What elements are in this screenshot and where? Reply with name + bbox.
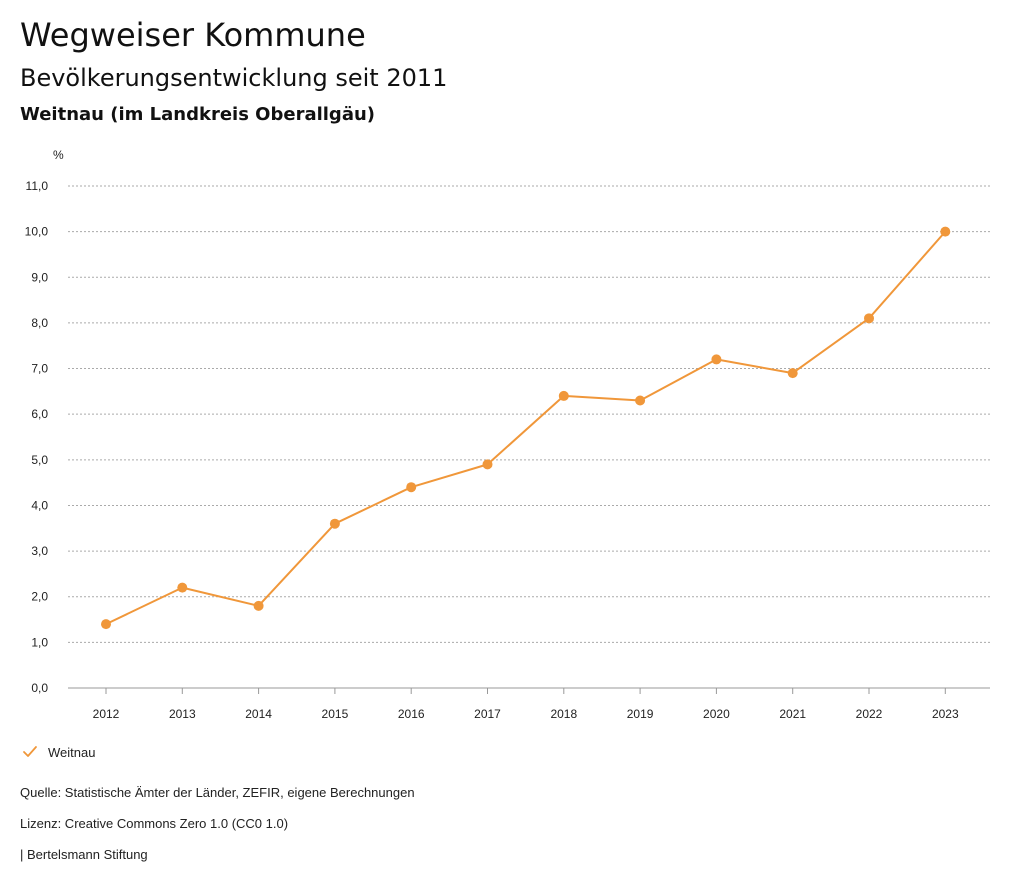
x-tick-label: 2023 [932, 707, 959, 721]
x-tick-label: 2012 [93, 707, 120, 721]
data-point[interactable] [635, 395, 646, 406]
data-point[interactable] [406, 482, 417, 493]
x-tick-label: 2020 [703, 707, 730, 721]
series-points-layer [101, 226, 951, 630]
x-tick-label: 2022 [856, 707, 883, 721]
x-tick-label: 2013 [169, 707, 196, 721]
x-tick-label: 2015 [322, 707, 349, 721]
publisher-note: | Bertelsmann Stiftung [20, 847, 148, 862]
data-point[interactable] [558, 390, 569, 401]
grid-layer [68, 185, 990, 689]
y-tick-label: 2,0 [31, 590, 48, 604]
x-tick-labels: 2012 2013 2014 2015 2016 2017 2018 2019 2020 2021… [93, 688, 959, 721]
data-point[interactable] [711, 354, 722, 365]
y-tick-label: 9,0 [31, 270, 48, 284]
data-point[interactable] [482, 459, 493, 470]
x-tick-label: 2014 [245, 707, 272, 721]
data-point[interactable] [253, 600, 264, 611]
x-tick-label: 2021 [779, 707, 806, 721]
legend-label-weitnau: Weitnau [48, 744, 96, 760]
x-tick-label: 2019 [627, 707, 654, 721]
y-tick-label: 7,0 [31, 362, 48, 376]
data-point[interactable] [940, 226, 951, 237]
region-label: Weitnau (im Landkreis Oberallgäu) [20, 104, 376, 125]
y-tick-label: 4,0 [31, 498, 48, 512]
license-note: Lizenz: Creative Commons Zero 1.0 (CC0 1… [20, 816, 289, 831]
y-tick-label: 8,0 [31, 316, 48, 330]
chart-legend[interactable]: Weitnau [22, 744, 95, 760]
data-point[interactable] [329, 518, 340, 529]
check-icon [23, 746, 37, 757]
y-axis-unit-label: % [53, 148, 64, 162]
y-tick-label: 0,0 [31, 681, 48, 695]
data-point[interactable] [864, 313, 874, 324]
y-tick-label: 3,0 [31, 544, 48, 558]
y-tick-labels: 0,0 1,0 2,0 3,0 4,0 5,0 6,0 7,0 8,0 9,0 10,0 11,0 [25, 179, 49, 695]
source-note: Quelle: Statistische Ämter der Länder, Z… [20, 785, 415, 800]
y-tick-label: 1,0 [31, 635, 48, 649]
x-tick-label: 2016 [398, 707, 425, 721]
page-title: Wegweiser Kommune [20, 16, 366, 54]
y-tick-label: 10,0 [25, 225, 49, 239]
chart-subtitle: Bevölkerungsentwicklung seit 2011 [20, 64, 448, 92]
series-line-weitnau [105, 230, 947, 626]
data-point[interactable] [787, 368, 798, 379]
y-tick-label: 11,0 [26, 179, 49, 193]
data-point[interactable] [177, 582, 188, 593]
y-tick-label: 5,0 [31, 453, 48, 467]
x-tick-label: 2017 [474, 707, 501, 721]
data-point[interactable] [101, 619, 111, 630]
x-tick-label: 2018 [550, 707, 577, 721]
y-tick-label: 6,0 [31, 407, 48, 421]
series-line-layer [105, 230, 947, 626]
